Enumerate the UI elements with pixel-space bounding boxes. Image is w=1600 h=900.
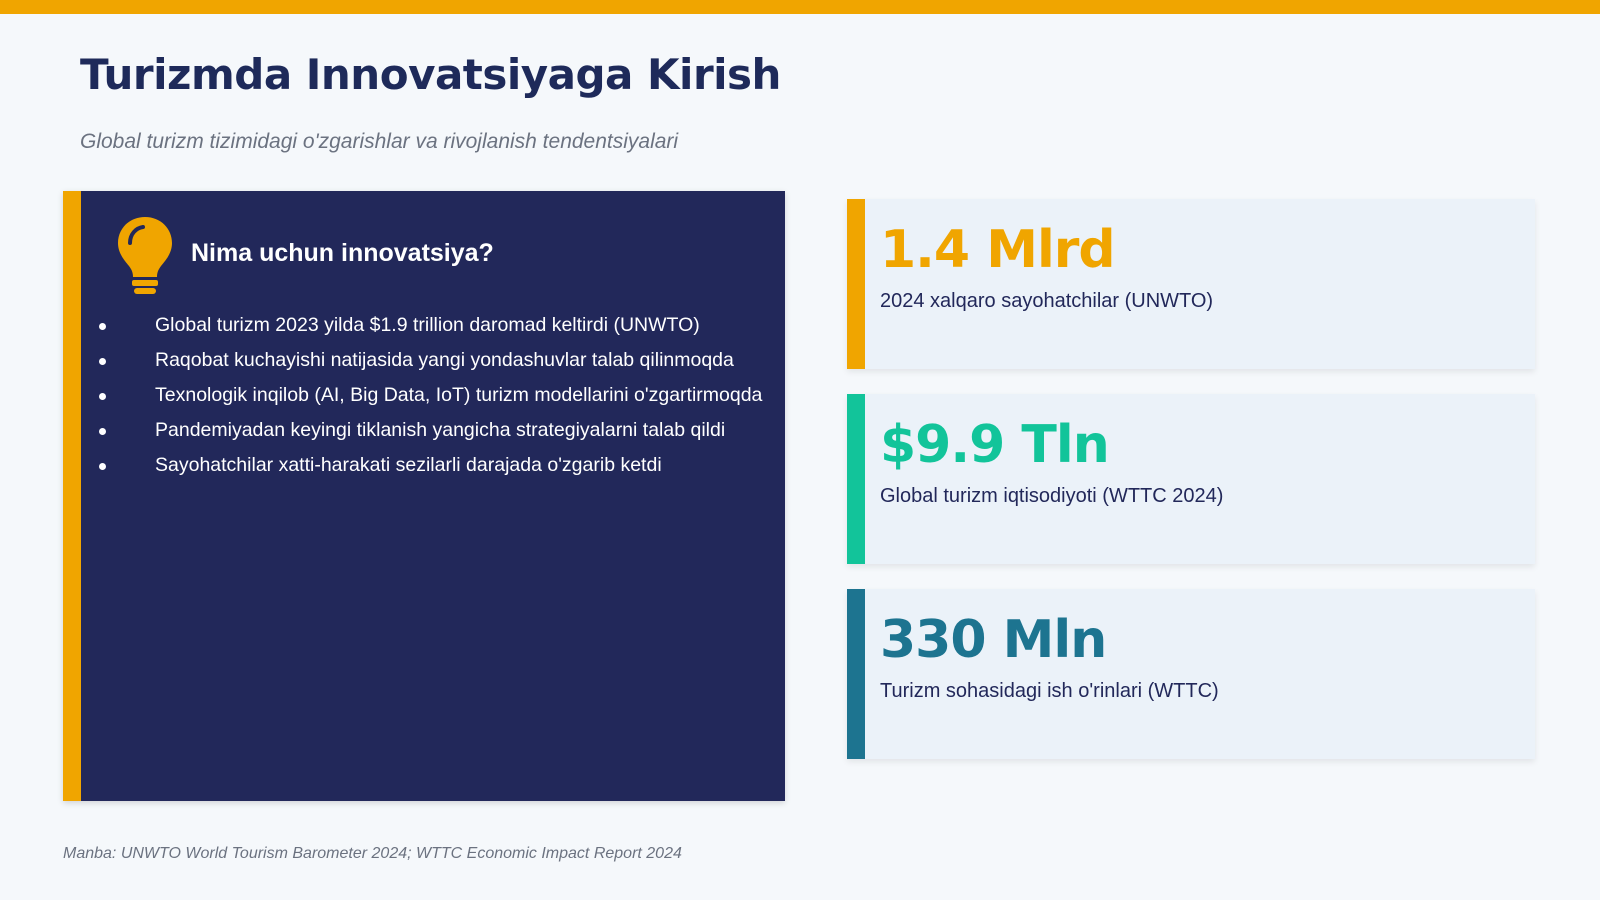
bullet-list: Global turizm 2023 yilda $1.9 trillion d… [81,312,771,487]
stat-card-economy: $9.9 Tln Global turizm iqtisodiyoti (WTT… [847,394,1535,564]
stat-label: 2024 xalqaro sayohatchilar (UNWTO) [880,290,1214,312]
stat-value: 1.4 Mlrd [880,220,1116,280]
info-panel: Nima uchun innovatsiya? Global turizm 20… [63,191,785,801]
list-item: Raqobat kuchayishi natijasida yangi yond… [81,347,771,374]
list-item: Pandemiyadan keyingi tiklanish yangicha … [81,417,771,444]
source-note: Manba: UNWTO World Tourism Barometer 202… [63,845,682,862]
list-item: Sayohatchilar xatti-harakati sezilarli d… [81,452,771,479]
stat-label: Turizm sohasidagi ish o'rinlari (WTTC) [880,680,1219,702]
lightbulb-icon [118,217,172,294]
list-item: Global turizm 2023 yilda $1.9 trillion d… [81,312,771,339]
list-item: Texnologik inqilob (AI, Big Data, IoT) t… [81,382,771,409]
panel-heading: Nima uchun innovatsiya? [191,239,494,267]
page-subtitle: Global turizm tizimidagi o'zgarishlar va… [80,130,679,153]
stat-value: $9.9 Tln [880,415,1110,475]
stat-card-jobs: 330 Mln Turizm sohasidagi ish o'rinlari … [847,589,1535,759]
page-title: Turizmda Innovatsiyaga Kirish [80,50,781,99]
top-accent-bar [0,0,1600,14]
stat-label: Global turizm iqtisodiyoti (WTTC 2024) [880,485,1224,507]
stat-value: 330 Mln [880,610,1107,670]
stat-card-travelers: 1.4 Mlrd 2024 xalqaro sayohatchilar (UNW… [847,199,1535,369]
